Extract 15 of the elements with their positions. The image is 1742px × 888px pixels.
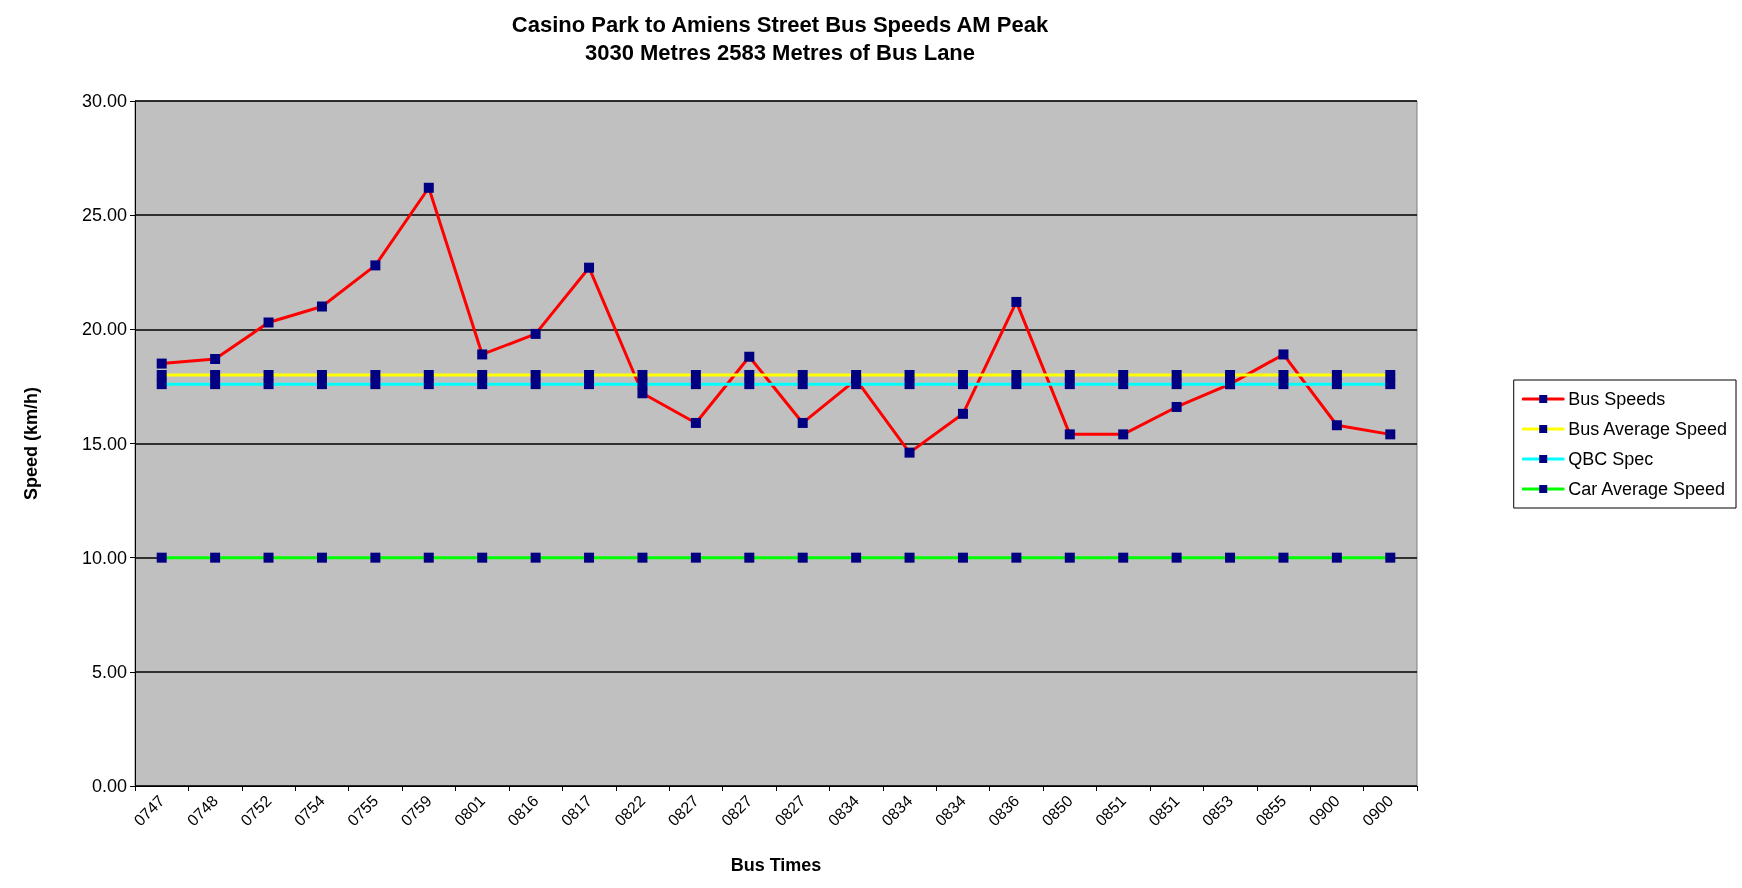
legend-label: Car Average Speed <box>1568 479 1725 499</box>
y-axis-title: Speed (km/h) <box>21 386 41 501</box>
y-tick-label: 25.00 <box>81 205 127 226</box>
y-tick-label: 20.00 <box>81 319 127 340</box>
y-tick-label: 30.00 <box>81 91 127 111</box>
x-axis-title: Bus Times <box>730 855 822 875</box>
y-tick-label: 10.00 <box>81 547 127 568</box>
legend-label: Bus Speeds <box>1568 389 1666 409</box>
legend-label: QBC Spec <box>1568 449 1654 469</box>
y-tick-label: 0.00 <box>91 776 127 796</box>
y-tick-label: 5.00 <box>91 661 127 682</box>
chart-title: Casino Park to Amiens Street Bus Speeds AM Peak <box>511 11 1049 37</box>
legend-label: Bus Average Speed <box>1568 419 1728 439</box>
y-tick-label: 15.00 <box>81 433 127 454</box>
chart-subtitle: 3030 Metres 2583 Metres of Bus Lane <box>584 39 976 65</box>
